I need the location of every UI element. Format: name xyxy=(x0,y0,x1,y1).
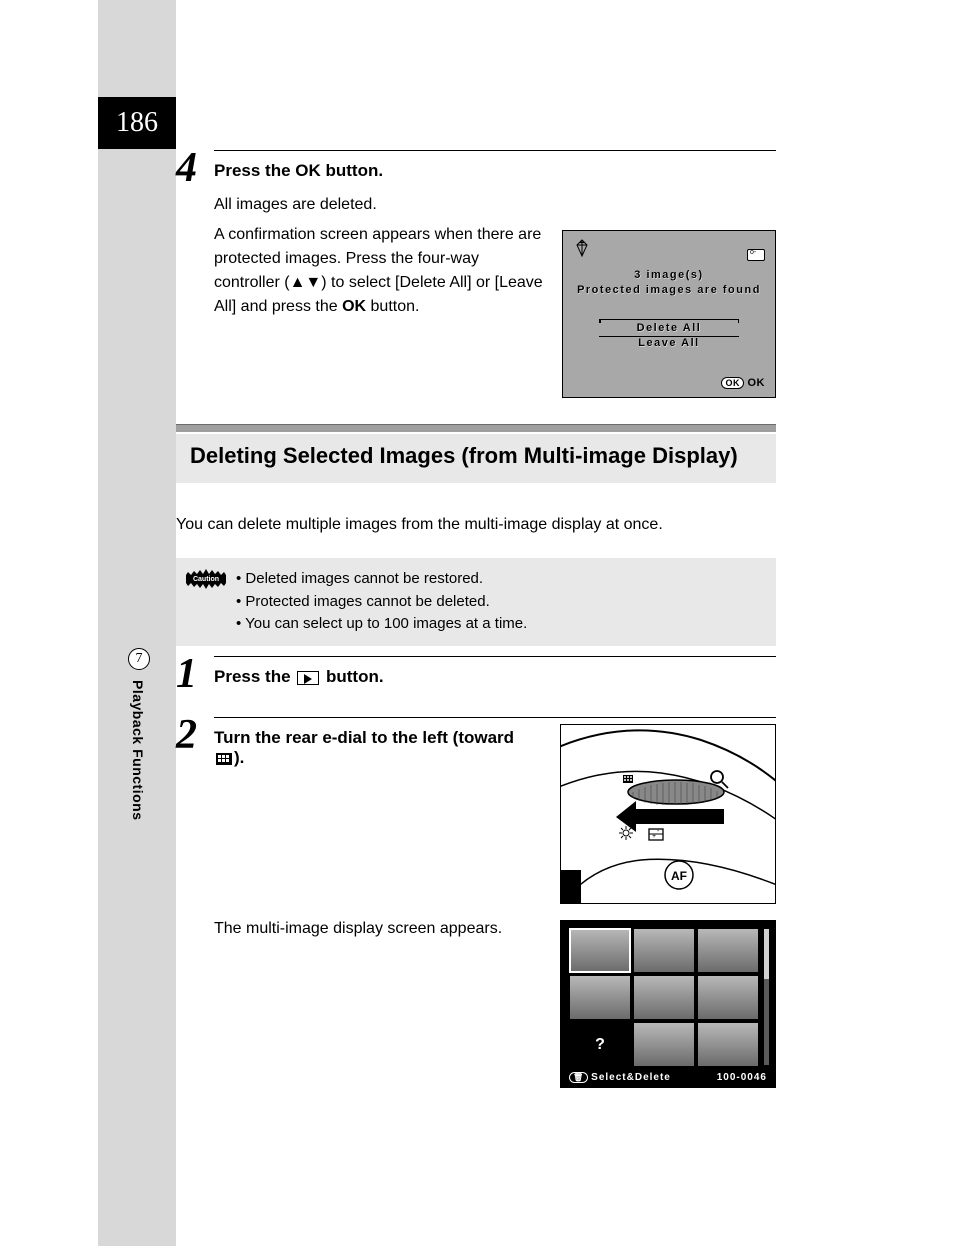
card-icon xyxy=(747,249,765,261)
caution-block: Caution Deleted images cannot be restore… xyxy=(176,558,776,646)
step-number: 1 xyxy=(176,656,214,694)
ok-label: OK xyxy=(748,377,766,389)
svg-text:+: + xyxy=(652,833,656,840)
footer-label: Select&Delete xyxy=(591,1072,671,1083)
thumbnail-icon xyxy=(216,753,232,765)
caution-item: You can select up to 100 images at a tim… xyxy=(236,613,766,636)
step-title: Press the OK button. xyxy=(214,161,776,181)
step-text-2: A confirmation screen appears when there… xyxy=(214,223,544,319)
page-number: 186 xyxy=(98,97,176,149)
caution-list: Deleted images cannot be restored. Prote… xyxy=(236,568,766,636)
thumbnail[interactable] xyxy=(634,929,694,972)
result-text: The multi-image display screen appears. xyxy=(214,920,502,938)
sidebar xyxy=(98,0,176,1246)
section-title: Deleting Selected Images (from Multi-ima… xyxy=(190,442,762,471)
title-pre: Press the xyxy=(214,161,295,180)
title-pre: Press the xyxy=(214,667,295,686)
image-counter: 100-0046 xyxy=(717,1072,767,1083)
step-title: Press the button. xyxy=(214,667,776,687)
step-number: 4 xyxy=(176,150,214,188)
ok-indicator: OK OK xyxy=(721,377,765,389)
diamond-icon xyxy=(573,239,591,262)
section-bar xyxy=(176,424,776,432)
title-post: ). xyxy=(234,748,244,767)
thumbnail[interactable] xyxy=(698,1023,758,1066)
trash-icon: 🗑 xyxy=(569,1072,588,1083)
screen-inner: 3 image(s) Protected images are found De… xyxy=(563,231,775,397)
thumbnail[interactable] xyxy=(698,929,758,972)
caution-label: Caution xyxy=(193,576,219,583)
step-title: Turn the rear e-dial to the left (toward… xyxy=(214,728,534,768)
thumbnail-unknown[interactable]: ? xyxy=(570,1023,630,1066)
svg-text:AF: AF xyxy=(671,869,687,883)
scrollbar[interactable] xyxy=(764,929,769,1065)
step-number: 2 xyxy=(176,717,214,755)
thumbnail[interactable] xyxy=(570,976,630,1019)
thumbnail[interactable] xyxy=(634,976,694,1019)
thumbnail-grid: ? xyxy=(570,929,758,1066)
caution-item: Deleted images cannot be restored. xyxy=(236,568,766,591)
screen-msg-count: 3 image(s) xyxy=(563,269,775,281)
thumbnail[interactable] xyxy=(698,976,758,1019)
section-header: Deleting Selected Images (from Multi-ima… xyxy=(176,424,776,483)
dial-illustration: AF +- xyxy=(560,724,776,904)
camera-screen: 3 image(s) Protected images are found De… xyxy=(562,230,776,398)
multi-image-screen: ? 🗑Select&Delete 100-0046 xyxy=(560,920,776,1088)
ok-text: OK xyxy=(295,161,321,180)
caution-icon: Caution xyxy=(184,568,228,590)
section-box: Deleting Selected Images (from Multi-ima… xyxy=(176,434,776,483)
title-text: Turn the rear e-dial to the left (toward xyxy=(214,728,514,747)
playback-icon xyxy=(297,671,319,685)
step-body: Press the button. xyxy=(214,656,776,699)
screen-footer: 🗑Select&Delete 100-0046 xyxy=(569,1072,767,1083)
step-text-1: All images are deleted. xyxy=(214,193,776,217)
screen-msg-text: Protected images are found xyxy=(563,284,775,296)
thumbnail[interactable] xyxy=(570,929,630,972)
menu-leave-all[interactable]: Leave All xyxy=(599,337,739,349)
text-post: button. xyxy=(366,298,419,315)
section-intro: You can delete multiple images from the … xyxy=(176,516,776,534)
title-post: button. xyxy=(321,161,383,180)
footer-action: 🗑Select&Delete xyxy=(569,1072,671,1083)
caution-item: Protected images cannot be deleted. xyxy=(236,591,766,614)
thumbnail[interactable] xyxy=(634,1023,694,1066)
chapter-label: Playback Functions xyxy=(130,680,146,820)
menu-delete-all[interactable]: Delete All xyxy=(599,319,739,337)
ok-text: OK xyxy=(342,298,366,315)
step-1: 1 Press the button. xyxy=(176,656,776,699)
ok-pill: OK xyxy=(721,377,744,389)
title-post: button. xyxy=(321,667,383,686)
chapter-number: 7 xyxy=(128,648,150,670)
